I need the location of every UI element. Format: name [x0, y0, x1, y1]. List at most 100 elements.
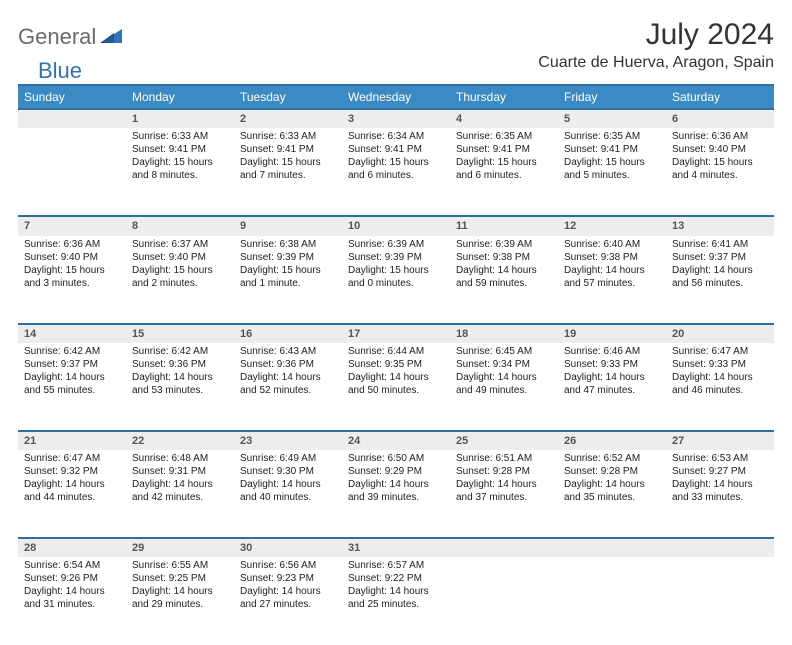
day-line: Sunrise: 6:38 AM [240, 238, 336, 251]
day-line: Sunset: 9:32 PM [24, 465, 120, 478]
day-line: and 53 minutes. [132, 384, 228, 397]
day-line: Sunset: 9:33 PM [672, 358, 768, 371]
day-content-cell: Sunrise: 6:33 AMSunset: 9:41 PMDaylight:… [234, 128, 342, 216]
day-line: Sunrise: 6:36 AM [672, 130, 768, 143]
day-line: Sunrise: 6:37 AM [132, 238, 228, 251]
day-line: Sunrise: 6:50 AM [348, 452, 444, 465]
day-content-cell [18, 128, 126, 216]
day-content-cell: Sunrise: 6:36 AMSunset: 9:40 PMDaylight:… [666, 128, 774, 216]
day-content-cell: Sunrise: 6:55 AMSunset: 9:25 PMDaylight:… [126, 557, 234, 645]
logo: General [18, 18, 124, 50]
day-number-cell: 17 [342, 324, 450, 343]
weekday-header-row: Sunday Monday Tuesday Wednesday Thursday… [18, 85, 774, 109]
day-line: Sunset: 9:39 PM [240, 251, 336, 264]
day-line: Daylight: 14 hours [132, 585, 228, 598]
day-line: Daylight: 15 hours [132, 264, 228, 277]
day-content-cell: Sunrise: 6:53 AMSunset: 9:27 PMDaylight:… [666, 450, 774, 538]
day-line: Sunset: 9:38 PM [564, 251, 660, 264]
weekday-friday: Friday [558, 85, 666, 109]
day-line: Sunrise: 6:34 AM [348, 130, 444, 143]
day-line: Sunset: 9:31 PM [132, 465, 228, 478]
day-content-cell: Sunrise: 6:47 AMSunset: 9:33 PMDaylight:… [666, 343, 774, 431]
day-line: Sunset: 9:27 PM [672, 465, 768, 478]
month-title: July 2024 [538, 18, 774, 52]
day-line: Daylight: 15 hours [348, 156, 444, 169]
day-number-cell: 5 [558, 109, 666, 128]
day-number-cell: 9 [234, 216, 342, 235]
day-line: Sunrise: 6:47 AM [672, 345, 768, 358]
day-line: and 57 minutes. [564, 277, 660, 290]
day-line: Daylight: 14 hours [348, 371, 444, 384]
day-number-row: 78910111213 [18, 216, 774, 235]
day-content-cell: Sunrise: 6:33 AMSunset: 9:41 PMDaylight:… [126, 128, 234, 216]
day-line: Sunset: 9:41 PM [564, 143, 660, 156]
day-number-cell: 4 [450, 109, 558, 128]
day-line: Daylight: 14 hours [24, 371, 120, 384]
day-line: Daylight: 14 hours [564, 371, 660, 384]
day-content-cell: Sunrise: 6:42 AMSunset: 9:37 PMDaylight:… [18, 343, 126, 431]
day-number-row: 21222324252627 [18, 431, 774, 450]
title-block: July 2024 Cuarte de Huerva, Aragon, Spai… [538, 18, 774, 72]
day-line: Sunrise: 6:44 AM [348, 345, 444, 358]
day-line: Sunrise: 6:56 AM [240, 559, 336, 572]
day-number-cell [666, 538, 774, 557]
day-line: Daylight: 14 hours [456, 371, 552, 384]
day-content-row: Sunrise: 6:36 AMSunset: 9:40 PMDaylight:… [18, 236, 774, 324]
day-number-cell [558, 538, 666, 557]
day-line: Daylight: 14 hours [24, 585, 120, 598]
day-line: Daylight: 14 hours [132, 478, 228, 491]
day-line: and 37 minutes. [456, 491, 552, 504]
day-content-cell: Sunrise: 6:52 AMSunset: 9:28 PMDaylight:… [558, 450, 666, 538]
day-line: Sunrise: 6:42 AM [132, 345, 228, 358]
day-number-cell: 22 [126, 431, 234, 450]
day-content-cell: Sunrise: 6:56 AMSunset: 9:23 PMDaylight:… [234, 557, 342, 645]
day-line: Sunset: 9:26 PM [24, 572, 120, 585]
day-line: Sunrise: 6:53 AM [672, 452, 768, 465]
day-line: and 7 minutes. [240, 169, 336, 182]
day-line: and 1 minute. [240, 277, 336, 290]
calendar-table: Sunday Monday Tuesday Wednesday Thursday… [18, 84, 774, 645]
calendar-body: 123456Sunrise: 6:33 AMSunset: 9:41 PMDay… [18, 109, 774, 645]
day-line: and 56 minutes. [672, 277, 768, 290]
day-content-cell: Sunrise: 6:51 AMSunset: 9:28 PMDaylight:… [450, 450, 558, 538]
day-line: Sunrise: 6:46 AM [564, 345, 660, 358]
day-line: Daylight: 15 hours [564, 156, 660, 169]
day-number-cell: 30 [234, 538, 342, 557]
day-number-cell: 12 [558, 216, 666, 235]
day-line: Daylight: 14 hours [672, 478, 768, 491]
day-line: Sunset: 9:41 PM [456, 143, 552, 156]
weekday-tuesday: Tuesday [234, 85, 342, 109]
day-content-cell [558, 557, 666, 645]
day-line: Daylight: 14 hours [240, 478, 336, 491]
day-line: Sunset: 9:33 PM [564, 358, 660, 371]
day-line: Sunrise: 6:48 AM [132, 452, 228, 465]
day-line: Daylight: 14 hours [672, 264, 768, 277]
day-content-cell [666, 557, 774, 645]
day-line: Sunset: 9:23 PM [240, 572, 336, 585]
day-number-cell: 27 [666, 431, 774, 450]
day-line: Daylight: 14 hours [348, 478, 444, 491]
day-line: Sunrise: 6:51 AM [456, 452, 552, 465]
day-line: Sunset: 9:30 PM [240, 465, 336, 478]
day-number-cell: 19 [558, 324, 666, 343]
day-content-cell: Sunrise: 6:49 AMSunset: 9:30 PMDaylight:… [234, 450, 342, 538]
day-line: Sunrise: 6:35 AM [564, 130, 660, 143]
location-subtitle: Cuarte de Huerva, Aragon, Spain [538, 54, 774, 72]
day-line: and 46 minutes. [672, 384, 768, 397]
day-line: Sunset: 9:40 PM [132, 251, 228, 264]
day-line: and 3 minutes. [24, 277, 120, 290]
day-line: Daylight: 14 hours [132, 371, 228, 384]
day-number-cell: 26 [558, 431, 666, 450]
day-content-cell: Sunrise: 6:54 AMSunset: 9:26 PMDaylight:… [18, 557, 126, 645]
day-number-row: 28293031 [18, 538, 774, 557]
day-line: Sunset: 9:29 PM [348, 465, 444, 478]
day-number-cell: 13 [666, 216, 774, 235]
day-line: and 39 minutes. [348, 491, 444, 504]
day-number-cell: 25 [450, 431, 558, 450]
day-content-cell: Sunrise: 6:38 AMSunset: 9:39 PMDaylight:… [234, 236, 342, 324]
day-content-cell: Sunrise: 6:48 AMSunset: 9:31 PMDaylight:… [126, 450, 234, 538]
day-line: Sunset: 9:38 PM [456, 251, 552, 264]
day-line: Daylight: 14 hours [240, 371, 336, 384]
day-line: Daylight: 15 hours [456, 156, 552, 169]
day-line: Daylight: 14 hours [24, 478, 120, 491]
